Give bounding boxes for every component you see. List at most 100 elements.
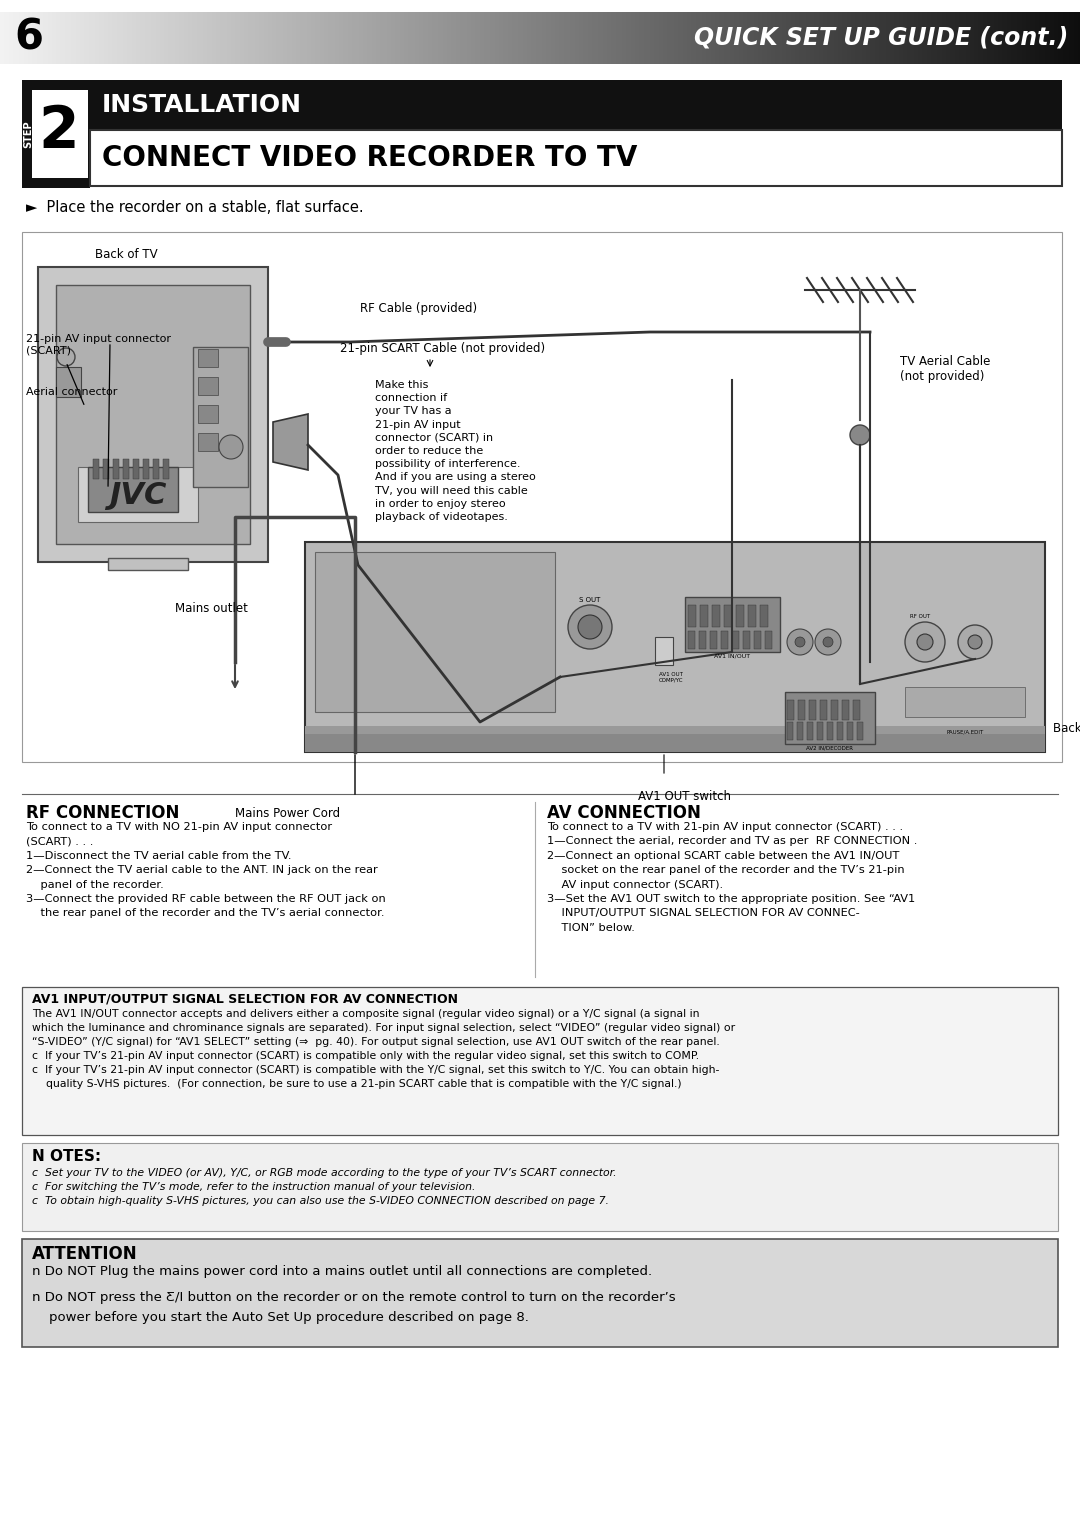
Bar — [920, 12, 922, 64]
Circle shape — [917, 633, 933, 650]
Bar — [488, 12, 490, 64]
Bar — [991, 12, 994, 64]
Bar — [73, 12, 76, 64]
Bar — [497, 12, 499, 64]
Bar — [93, 12, 95, 64]
Bar — [845, 12, 847, 64]
Bar — [674, 12, 676, 64]
Bar — [423, 12, 426, 64]
Bar — [22, 987, 1058, 1135]
Text: RF Cable (provided): RF Cable (provided) — [360, 302, 477, 314]
Bar — [482, 12, 484, 64]
Circle shape — [905, 623, 945, 662]
Bar — [726, 12, 728, 64]
Bar — [579, 12, 581, 64]
Bar — [235, 12, 238, 64]
Bar — [624, 12, 626, 64]
Bar — [892, 12, 894, 64]
Bar — [322, 12, 324, 64]
Bar — [546, 12, 549, 64]
Bar — [480, 12, 482, 64]
Bar — [816, 12, 819, 64]
Bar — [873, 12, 875, 64]
Bar — [807, 722, 813, 740]
Text: 21-pin SCART Cable (not provided): 21-pin SCART Cable (not provided) — [340, 342, 545, 356]
Bar — [637, 12, 639, 64]
Text: ATTENTION: ATTENTION — [32, 1245, 137, 1264]
Bar — [363, 12, 365, 64]
Bar — [76, 12, 78, 64]
Bar — [471, 12, 473, 64]
Bar — [163, 459, 168, 479]
Bar — [492, 12, 495, 64]
Bar — [190, 12, 192, 64]
Bar — [508, 12, 510, 64]
Bar — [568, 12, 570, 64]
Bar — [970, 12, 972, 64]
Bar — [711, 12, 713, 64]
Bar — [393, 12, 395, 64]
Bar — [652, 12, 654, 64]
Bar — [542, 12, 544, 64]
Bar — [1052, 12, 1054, 64]
Bar — [276, 12, 279, 64]
Bar — [663, 12, 665, 64]
Bar — [929, 12, 931, 64]
Bar — [631, 12, 633, 64]
Bar — [823, 12, 825, 64]
Bar — [715, 12, 717, 64]
Bar — [11, 12, 13, 64]
Bar — [1026, 12, 1028, 64]
Text: QUICK SET UP GUIDE (cont.): QUICK SET UP GUIDE (cont.) — [693, 26, 1068, 50]
Bar — [143, 12, 145, 64]
Bar — [698, 12, 700, 64]
Bar — [808, 12, 810, 64]
Bar — [721, 630, 728, 649]
Bar — [0, 12, 2, 64]
Bar — [685, 597, 780, 652]
Bar — [538, 12, 540, 64]
Bar — [767, 12, 769, 64]
Bar — [365, 12, 367, 64]
Bar — [153, 12, 156, 64]
Bar — [600, 12, 603, 64]
Bar — [762, 12, 765, 64]
Circle shape — [823, 636, 833, 647]
Bar — [853, 12, 855, 64]
Bar — [689, 12, 691, 64]
Bar — [1056, 12, 1058, 64]
Bar — [894, 12, 896, 64]
Bar — [218, 12, 220, 64]
Bar — [706, 12, 708, 64]
Bar — [855, 12, 858, 64]
Bar — [879, 12, 881, 64]
Bar — [404, 12, 406, 64]
Bar — [233, 12, 235, 64]
Bar — [754, 630, 761, 649]
Bar — [793, 12, 795, 64]
Bar — [750, 12, 752, 64]
Bar — [283, 12, 285, 64]
Bar — [905, 687, 1025, 717]
Bar — [842, 700, 849, 720]
Bar — [708, 12, 711, 64]
Bar — [752, 12, 754, 64]
Bar — [123, 12, 125, 64]
Bar — [825, 12, 827, 64]
Text: AV1 OUT
COMP/YC: AV1 OUT COMP/YC — [659, 671, 684, 682]
Bar — [950, 12, 953, 64]
Bar — [376, 12, 378, 64]
Bar — [899, 12, 901, 64]
Bar — [837, 722, 843, 740]
Bar — [103, 459, 109, 479]
Text: 6: 6 — [14, 17, 43, 60]
Bar — [114, 12, 117, 64]
Bar — [693, 12, 696, 64]
Bar — [618, 12, 620, 64]
Bar — [829, 12, 832, 64]
Text: AV1 IN/OUT: AV1 IN/OUT — [714, 655, 751, 659]
Text: The AV1 IN/OUT connector accepts and delivers either a composite signal (regular: The AV1 IN/OUT connector accepts and del… — [32, 1009, 735, 1090]
Bar — [832, 12, 834, 64]
Bar — [348, 12, 350, 64]
Text: RF OUT: RF OUT — [910, 613, 930, 620]
